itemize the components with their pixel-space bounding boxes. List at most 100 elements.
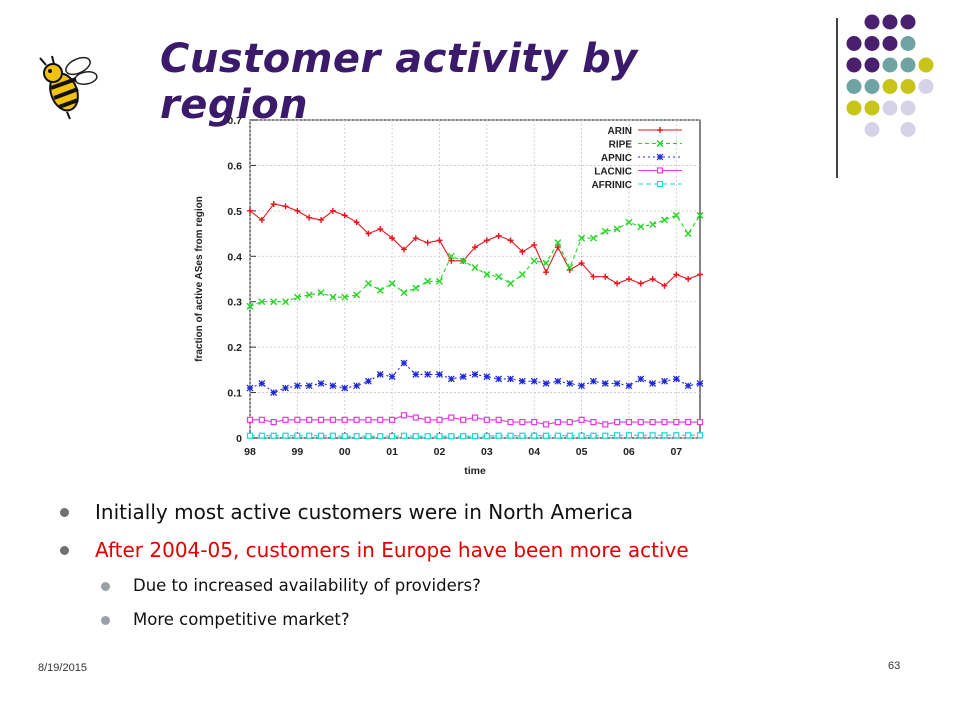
data-point-lacnic [590, 419, 597, 426]
legend-label-arin: ARIN [608, 126, 632, 137]
data-point-lacnic [471, 414, 479, 421]
data-point-ripe [341, 293, 349, 301]
data-point-ripe [258, 298, 266, 306]
data-point-afrinic [507, 432, 514, 439]
data-point-ripe [471, 264, 479, 272]
data-point-afrinic [531, 432, 538, 439]
y-tick-label: 0.1 [227, 388, 242, 400]
data-point-apnic [684, 382, 692, 390]
data-point-arin [495, 232, 502, 239]
data-point-afrinic [578, 432, 585, 439]
data-point-ripe [495, 273, 503, 281]
data-point-arin [377, 226, 384, 233]
data-point-ripe [270, 298, 278, 306]
x-tick-label: 03 [481, 446, 493, 458]
data-point-arin [258, 216, 265, 223]
data-point-lacnic [554, 419, 561, 426]
data-point-ripe [542, 259, 550, 267]
data-point-arin [306, 214, 313, 221]
data-point-apnic [388, 373, 396, 381]
decorative-dot [918, 57, 934, 73]
data-point-afrinic [554, 432, 561, 439]
data-point-apnic [601, 380, 609, 387]
data-point-afrinic [590, 432, 597, 439]
data-point-lacnic [294, 416, 301, 423]
data-point-apnic [696, 380, 704, 387]
data-point-ripe [507, 280, 515, 288]
data-point-ripe [554, 239, 562, 247]
data-point-arin [637, 280, 644, 287]
data-point-apnic [293, 382, 301, 390]
sub-bullet-providers: Due to increased availability of provide… [60, 569, 920, 603]
data-point-afrinic [448, 433, 455, 440]
data-point-afrinic [685, 432, 692, 439]
data-point-afrinic [246, 432, 254, 439]
data-point-afrinic [424, 433, 431, 440]
data-point-afrinic [542, 432, 550, 439]
data-point-afrinic [471, 433, 479, 440]
data-point-arin [294, 207, 301, 214]
data-point-afrinic [353, 433, 360, 440]
data-point-ripe [282, 298, 290, 306]
data-point-arin [697, 271, 703, 278]
y-axis-label: fraction of active ASes from region [194, 196, 205, 362]
decorative-dot [864, 122, 880, 137]
decorative-dot [900, 79, 916, 94]
decorative-dot [900, 100, 916, 116]
data-point-ripe [601, 227, 609, 235]
data-point-arin [673, 271, 680, 278]
bee-mascot-icon [39, 55, 98, 120]
x-tick-label: 98 [244, 446, 256, 458]
data-point-apnic [672, 375, 680, 383]
decorative-dot [882, 100, 898, 116]
data-point-apnic [483, 373, 491, 381]
data-point-apnic [530, 377, 538, 385]
data-point-apnic [649, 380, 657, 387]
data-point-afrinic [270, 432, 277, 439]
data-point-apnic [447, 375, 455, 383]
data-point-arin [353, 219, 360, 226]
data-point-lacnic [566, 419, 573, 426]
data-point-afrinic [282, 432, 289, 439]
data-point-lacnic [412, 414, 419, 421]
data-point-lacnic [353, 416, 360, 423]
data-point-apnic [317, 380, 325, 387]
y-tick-label: 0.7 [227, 115, 242, 127]
bullet-item-europe-active: After 2004-05, customers in Europe have … [60, 531, 920, 569]
data-point-apnic [495, 375, 503, 383]
decorative-dot [864, 57, 880, 73]
decorative-dot [882, 57, 898, 73]
decorative-dot [900, 14, 916, 30]
legend-label-ripe: RIPE [609, 140, 633, 151]
decorative-dot [864, 79, 880, 94]
decorative-dot [900, 122, 916, 137]
data-point-lacnic [602, 421, 609, 428]
data-point-lacnic [317, 416, 325, 423]
data-point-ripe [459, 257, 467, 265]
data-point-apnic [329, 382, 337, 390]
data-point-apnic [661, 377, 668, 385]
data-point-ripe [293, 293, 301, 301]
data-point-apnic [400, 359, 408, 367]
decorative-dot [882, 79, 898, 94]
data-point-lacnic [377, 416, 384, 423]
data-point-ripe [696, 211, 704, 219]
data-point-arin [472, 244, 478, 251]
data-point-arin [270, 201, 277, 208]
data-point-lacnic [460, 416, 467, 423]
x-tick-label: 06 [623, 446, 635, 458]
data-point-apnic [518, 377, 526, 385]
y-tick-label: 0.5 [227, 206, 242, 218]
data-point-apnic [246, 384, 254, 392]
x-tick-label: 02 [434, 446, 446, 458]
data-point-apnic [305, 382, 313, 390]
data-point-arin [590, 273, 597, 280]
y-tick-label: 0.4 [227, 251, 242, 263]
data-point-ripe [613, 225, 621, 233]
data-point-lacnic [649, 419, 656, 426]
data-point-lacnic [436, 416, 443, 423]
data-point-arin [531, 241, 538, 248]
data-point-afrinic [460, 433, 467, 440]
data-point-lacnic [424, 416, 431, 423]
data-point-arin [483, 237, 490, 244]
